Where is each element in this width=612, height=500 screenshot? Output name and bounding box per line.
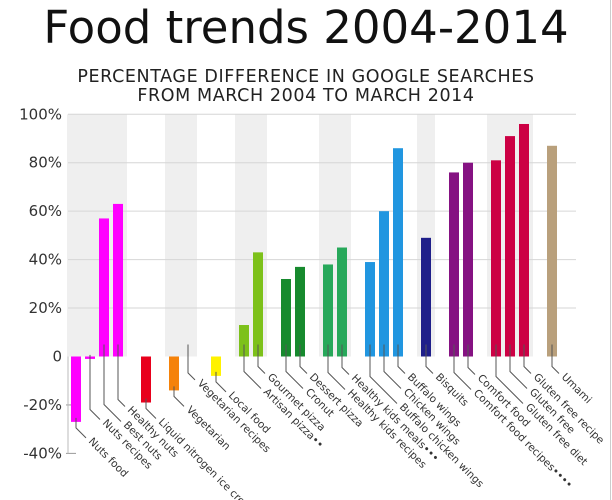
bar: [491, 160, 501, 357]
bar: [505, 136, 515, 357]
bars: [71, 123, 557, 422]
leader-line: [89, 354, 101, 420]
bar: [169, 356, 179, 391]
bar: [253, 252, 263, 357]
leader-line: [369, 344, 398, 404]
y-tick-label: 20%: [29, 299, 62, 317]
leader-line: [509, 344, 528, 389]
leader-line: [145, 398, 157, 419]
bar: [519, 123, 529, 357]
bar: [71, 356, 81, 422]
y-axis: 100% 80% 60% 40% 20% 0 -20% -40%: [19, 105, 62, 462]
bar: [295, 266, 305, 357]
y-tick-label: 100%: [19, 105, 62, 123]
right-border: [610, 0, 611, 500]
leader-line: [327, 344, 346, 390]
chart-subtitle-line-2: FROM MARCH 2004 TO MARCH 2014: [137, 86, 474, 106]
leader-line: [551, 344, 560, 374]
bar: [281, 278, 291, 357]
leader-line: [173, 386, 185, 407]
leader-line: [243, 344, 262, 389]
y-tick-label: 0: [52, 348, 62, 366]
bar: [379, 211, 389, 357]
leader-line: [397, 344, 406, 374]
leader-line: [453, 344, 472, 390]
leader-line: [117, 344, 126, 407]
bar: [463, 162, 473, 357]
bar: [337, 247, 347, 357]
y-tick-label: -20%: [23, 396, 62, 414]
leader-line: [425, 344, 434, 374]
y-tick-label: 80%: [29, 154, 62, 172]
leader-line: [215, 371, 227, 393]
bar: [141, 356, 151, 403]
chart-title: Food trends 2004-2014: [43, 1, 568, 54]
bar: [113, 203, 123, 357]
bar: [393, 148, 403, 357]
leader-line: [299, 344, 308, 374]
bar: [239, 325, 249, 357]
bar: [421, 237, 431, 357]
leader-line: [285, 344, 304, 389]
leader-line: [383, 344, 402, 389]
leader-line: [103, 344, 122, 422]
shaded-band: [165, 114, 197, 357]
bar: [547, 145, 557, 357]
chart-subtitle-line-1: PERCENTAGE DIFFERENCE IN GOOGLE SEARCHES: [77, 67, 534, 87]
leader-line: [523, 344, 532, 374]
leader-line: [467, 344, 476, 375]
leader-line: [341, 344, 350, 375]
bar: [449, 172, 459, 357]
leader-line: [495, 344, 524, 404]
leader-line: [75, 417, 87, 439]
bar: [323, 264, 333, 357]
leader-line: [187, 344, 196, 381]
leader-line: [257, 344, 266, 374]
bar: [99, 218, 109, 357]
bar: [211, 356, 221, 376]
y-tick-label: -40%: [23, 444, 62, 462]
y-tick-label: 60%: [29, 202, 62, 220]
bar: [365, 262, 375, 357]
y-tick-label: 40%: [29, 251, 62, 269]
